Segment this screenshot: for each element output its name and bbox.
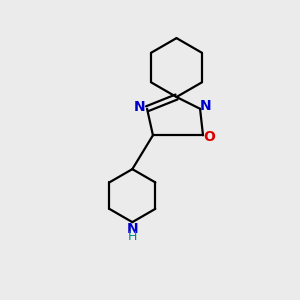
Text: N: N (200, 99, 212, 113)
Text: O: O (203, 130, 215, 144)
Text: N: N (127, 222, 138, 236)
Text: H: H (128, 230, 137, 243)
Text: N: N (134, 100, 146, 114)
